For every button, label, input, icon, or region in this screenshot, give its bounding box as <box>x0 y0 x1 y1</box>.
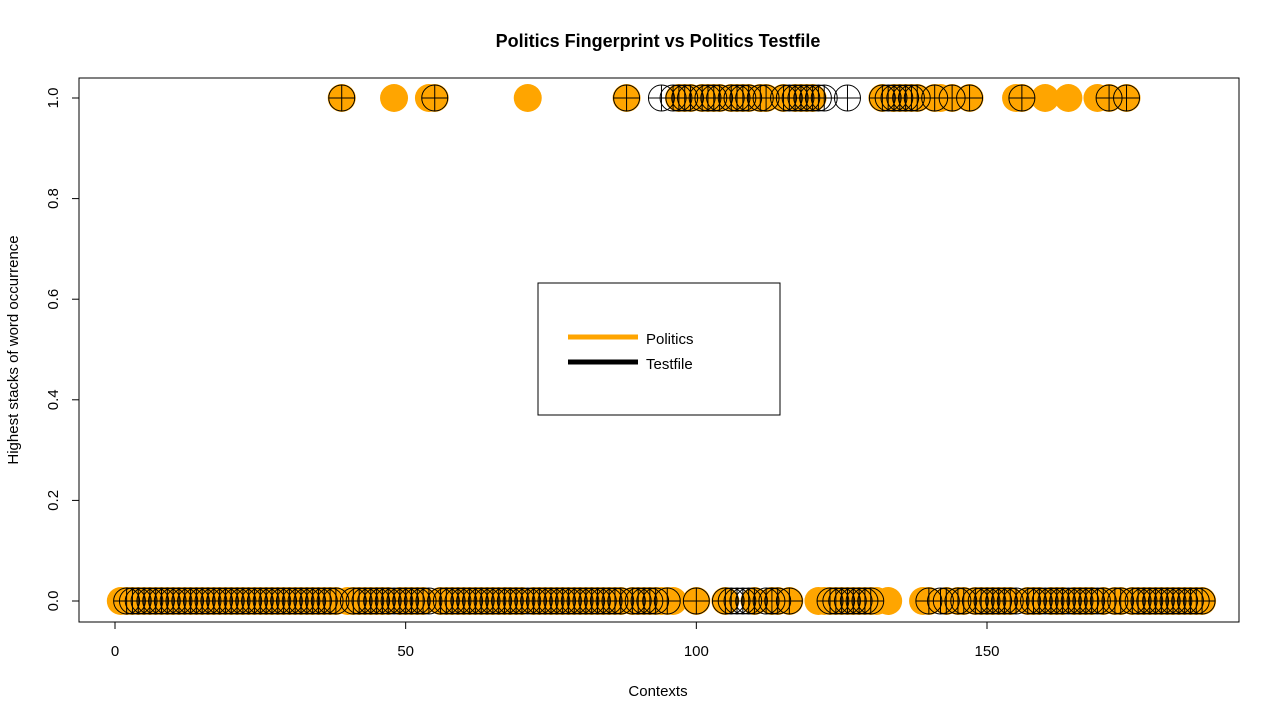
data-points <box>106 84 1217 615</box>
y-tick-label: 0.8 <box>45 188 62 209</box>
testfile-point <box>775 587 803 615</box>
x-tick-label: 0 <box>111 643 119 660</box>
y-axis: 0.0 0.2 0.4 0.6 0.8 1.0 <box>45 88 80 612</box>
legend: Politics Testfile <box>537 282 781 416</box>
x-tick-label: 100 <box>684 643 709 660</box>
y-tick-label: 1.0 <box>45 88 62 109</box>
chart-title: Politics Fingerprint vs Politics Testfil… <box>496 31 821 51</box>
testfile-point <box>613 84 641 112</box>
politics-point <box>1031 84 1060 112</box>
x-tick-label: 50 <box>397 643 414 660</box>
politics-point <box>513 84 542 112</box>
testfile-point <box>857 587 885 615</box>
legend-label-testfile: Testfile <box>646 356 693 373</box>
testfile-point <box>328 84 356 112</box>
politics-point <box>380 84 409 112</box>
testfile-point <box>653 587 681 615</box>
testfile-point <box>421 84 449 112</box>
testfile-point <box>1113 84 1141 112</box>
legend-label-politics: Politics <box>646 331 694 348</box>
testfile-point <box>810 84 838 112</box>
testfile-point <box>1188 587 1216 615</box>
y-axis-label: Highest stacks of word occurrence <box>5 235 22 464</box>
y-tick-label: 0.4 <box>45 389 62 410</box>
politics-point <box>1054 84 1083 112</box>
testfile-point <box>682 587 710 615</box>
y-tick-label: 0.0 <box>45 591 62 612</box>
testfile-point <box>956 84 984 112</box>
y-tick-label: 0.6 <box>45 289 62 310</box>
x-tick-label: 150 <box>974 643 999 660</box>
x-axis-label: Contexts <box>628 683 687 700</box>
x-axis: 0 50 100 150 <box>111 621 1000 660</box>
testfile-point <box>833 84 861 112</box>
y-tick-label: 0.2 <box>45 490 62 511</box>
testfile-point <box>1008 84 1036 112</box>
legend-box <box>537 282 781 416</box>
